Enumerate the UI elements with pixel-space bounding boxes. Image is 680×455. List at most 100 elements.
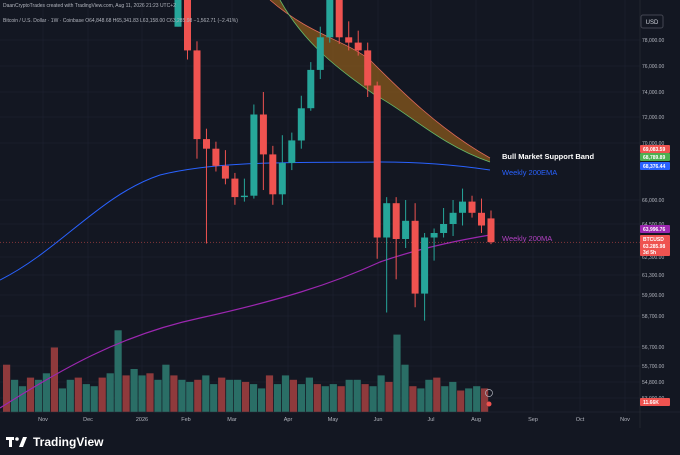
- currency-button-label: USD: [646, 20, 659, 26]
- candle-body: [430, 233, 438, 238]
- volume-bar: [66, 379, 74, 413]
- volume-bar: [433, 377, 441, 412]
- volume-bar: [138, 375, 146, 412]
- price-tag: BTCUSD: [640, 235, 670, 243]
- candle-body: [221, 165, 229, 179]
- x-tick-label: Apr: [284, 417, 293, 423]
- candle-body: [478, 212, 485, 226]
- volume-bar: [425, 379, 433, 413]
- candle-body: [440, 224, 448, 233]
- candle-body: [487, 218, 495, 243]
- candle-body: [345, 37, 353, 43]
- volume-bar: [441, 386, 449, 412]
- x-tick-label: Jun: [374, 417, 383, 423]
- price-axis: [640, 0, 680, 428]
- x-tick-label: Oct: [576, 417, 585, 423]
- price-tag-label: 63,996.76: [643, 227, 665, 233]
- price-tag-bg: [640, 145, 670, 153]
- price-tag: 63,996.76: [640, 225, 670, 233]
- y-tick-label: 72,000.00: [642, 115, 664, 121]
- candle-body: [307, 69, 315, 109]
- volume-bar: [250, 384, 258, 412]
- candle-body: [383, 203, 391, 238]
- volume-bar: [449, 381, 457, 412]
- volume-bar: [218, 377, 226, 412]
- volume-bar: [202, 375, 210, 412]
- x-tick-label: Dec: [83, 417, 93, 423]
- volume-bar: [34, 379, 43, 413]
- alert-icon-ring: [485, 389, 493, 397]
- price-tag: 68,789.89: [640, 153, 670, 161]
- volume-bar: [90, 386, 98, 412]
- volume-bar: [130, 369, 138, 412]
- price-tag-label: 68,789.89: [643, 155, 665, 161]
- volume-bar: [98, 377, 106, 412]
- candle-body: [212, 148, 220, 166]
- volume-bar: [186, 381, 194, 412]
- volume-bar: [393, 334, 401, 412]
- volume-bar: [210, 384, 218, 412]
- label-weekly-200ema: Weekly 200EMA: [502, 168, 557, 177]
- volume-bar: [369, 386, 377, 412]
- volume-bar: [26, 377, 35, 412]
- y-tick-label: 56,700.00: [642, 345, 664, 351]
- price-tag-label: 69,083.59: [643, 147, 665, 153]
- currency-button[interactable]: USD: [640, 14, 664, 29]
- candles: [174, 0, 495, 321]
- price-tag-bg: [640, 248, 670, 256]
- candle-body: [449, 212, 457, 224]
- volume-bar: [194, 379, 202, 413]
- volume-bar: [122, 375, 130, 412]
- price-tag-bg: [640, 225, 670, 233]
- symbol-name: Bitcoin / U.S. Dollar · 1W · Coinbase: [3, 18, 84, 24]
- candle-body: [269, 154, 277, 195]
- volume-bars: [3, 330, 489, 413]
- candle-body: [259, 114, 267, 155]
- price-tag-bg: [640, 398, 670, 406]
- candle-body: [459, 201, 466, 213]
- x-tick-label: May: [328, 417, 339, 423]
- volume-bar: [353, 379, 361, 413]
- y-tick-label: 61,300.00: [642, 273, 664, 279]
- volume-bar: [42, 373, 50, 412]
- x-tick-label: Nov: [620, 417, 630, 423]
- created-by-note: DaanCryptoTrades created with TradingVie…: [3, 3, 176, 9]
- volume-bar: [170, 375, 178, 412]
- candle-body: [250, 114, 258, 196]
- y-tick-label: 55,700.00: [642, 364, 664, 370]
- volume-bar: [146, 373, 154, 412]
- candle-body: [373, 85, 381, 238]
- volume-bar: [289, 379, 297, 413]
- alert-icon: [485, 389, 493, 407]
- price-tag-label: 63,285.98: [643, 244, 665, 250]
- volume-bar: [178, 379, 186, 413]
- volume-bar: [377, 375, 385, 412]
- volume-bar: [154, 379, 162, 413]
- candle-body: [354, 42, 362, 51]
- y-tick-label: 59,900.00: [642, 293, 664, 299]
- y-tick-label: 70,000.00: [642, 141, 664, 147]
- volume-bar: [162, 364, 170, 412]
- price-tag-bg: [640, 153, 670, 161]
- label-weekly-200ma: Weekly 200MA: [502, 234, 552, 243]
- volume-bar: [3, 364, 11, 412]
- volume-bar: [242, 381, 250, 412]
- y-tick-label: 54,800.00: [642, 380, 664, 386]
- volume-bar: [18, 386, 27, 412]
- ohlc-readout: O64,848.68 H65,341.83 L63,158.00 C63,285…: [85, 18, 238, 24]
- volume-bar: [401, 364, 409, 412]
- price-tag-bg: [640, 235, 670, 243]
- volume-bar: [329, 384, 337, 412]
- alert-icon-dot: [486, 401, 492, 407]
- volume-bar: [305, 377, 313, 412]
- footer: TradingView: [0, 428, 680, 455]
- price-tag: 68,376.44: [640, 162, 670, 170]
- price-tag: 11.66K: [640, 398, 670, 406]
- bull-market-support-band: [270, 0, 490, 162]
- candle-body: [468, 201, 476, 213]
- volume-bar: [337, 386, 345, 412]
- tradingview-logo[interactable]: TradingView: [6, 435, 103, 449]
- x-tick-label: Mar: [227, 417, 237, 423]
- volume-bar: [361, 384, 369, 412]
